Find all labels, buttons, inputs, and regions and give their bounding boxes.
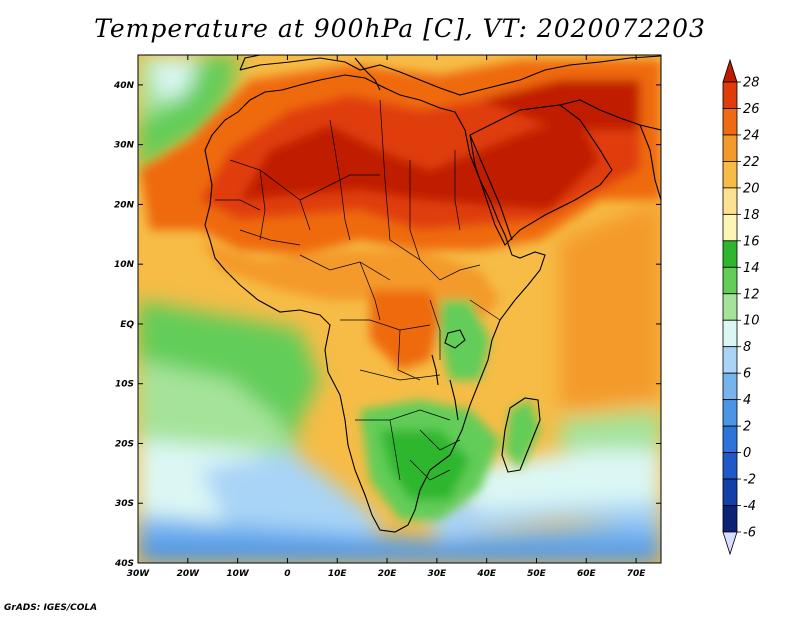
colorbar-box — [722, 161, 738, 189]
map-frame — [137, 54, 662, 564]
colorbar-box — [722, 505, 738, 533]
colorbar-box — [722, 452, 738, 480]
lon-label: 60E — [577, 569, 597, 579]
colorbar-label: 4 — [743, 393, 751, 408]
colorbar-box — [722, 187, 738, 215]
lon-label: 20E — [378, 569, 398, 579]
latitude-labels: 40N 30N 20N 10N EQ 10S 20S 30S 40S — [113, 81, 135, 569]
temperature-field — [138, 55, 661, 563]
colorbar-box — [722, 399, 738, 427]
colorbar-label: 22 — [743, 155, 760, 170]
lat-label: EQ — [120, 320, 134, 330]
colorbar-box — [722, 266, 738, 295]
colorbar-box — [722, 213, 738, 242]
coastlines — [204, 55, 661, 533]
lat-label: 10S — [115, 380, 134, 390]
colorbar-label: 20 — [743, 181, 760, 196]
lat-label: 10N — [114, 260, 135, 270]
lon-label: 10W — [226, 569, 250, 579]
colorbar-box — [722, 372, 738, 401]
colorbar-box — [722, 81, 738, 109]
colorbar-label: 28 — [743, 76, 760, 91]
colorbar-upper-arrow — [722, 58, 738, 83]
colorbar-label: 0 — [743, 446, 751, 461]
colorbar-box — [722, 240, 738, 268]
colorbar-box — [722, 134, 738, 162]
map-title: Temperature at 900hPa [C], VT: 202007220… — [94, 14, 706, 43]
lat-label: 30S — [115, 499, 134, 509]
lon-label: 0 — [284, 569, 290, 579]
colorbar-label: -4 — [743, 499, 756, 514]
lat-label: 20S — [115, 439, 134, 449]
longitude-labels: 30W 20W 10W 0 10E 20E 30E 40E 50E 60E 70E — [127, 569, 647, 579]
colorbar-box — [722, 478, 738, 506]
colorbar-label: 14 — [743, 261, 760, 276]
colorbar-label: 26 — [743, 102, 760, 117]
colorbar-label: 8 — [743, 340, 751, 355]
lon-label: 70E — [627, 569, 647, 579]
colorbar-box — [722, 425, 738, 453]
colorbar-label: -2 — [743, 473, 756, 488]
lon-label: 10E — [328, 569, 348, 579]
country-borders — [215, 99, 501, 481]
colorbar-box — [722, 319, 738, 348]
lon-label: 30E — [428, 569, 448, 579]
lat-label: 30N — [114, 141, 135, 151]
colorbar-label: 2 — [743, 420, 751, 435]
lon-label: 30W — [127, 569, 151, 579]
colorbar-box — [722, 346, 738, 374]
colorbar-label: 16 — [743, 234, 760, 249]
lon-label: 50E — [527, 569, 547, 579]
credit-text: GrADS: IGES/COLA — [4, 603, 98, 613]
colorbar-label: 10 — [743, 314, 760, 329]
colorbar-label: 12 — [743, 287, 760, 302]
colorbar-lower-arrow — [722, 531, 738, 556]
lon-label: 20W — [177, 569, 201, 579]
colorbar-label: 18 — [743, 208, 760, 223]
lat-label: 40S — [114, 559, 134, 569]
lon-label: 40E — [476, 569, 497, 579]
lat-label: 20N — [114, 200, 135, 210]
colorbar-box — [722, 293, 738, 321]
colorbar-label: 6 — [743, 367, 751, 382]
colorbar-label: -6 — [743, 526, 756, 541]
lat-label: 40N — [113, 81, 135, 91]
colorbar-box — [722, 108, 738, 136]
colorbar-label: 24 — [743, 128, 760, 143]
